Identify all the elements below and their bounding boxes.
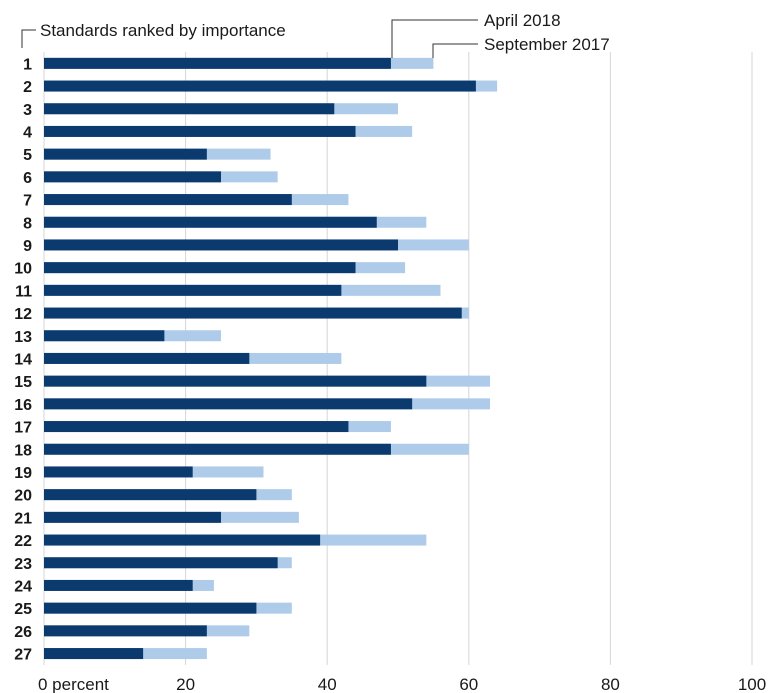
- category-label: 8: [23, 215, 32, 232]
- bar: [44, 534, 321, 546]
- legend-label-september: September 2017: [484, 35, 610, 54]
- category-labels: 1234567891011121314151617181920212223242…: [14, 56, 32, 663]
- title-group: Standards ranked by importance: [21, 21, 286, 48]
- category-label: 4: [23, 124, 32, 141]
- x-tick-label: 20: [176, 675, 195, 693]
- bar: [44, 579, 193, 591]
- x-tick-label: 60: [459, 675, 478, 693]
- category-label: 14: [14, 351, 32, 368]
- bar: [44, 375, 427, 387]
- bar: [44, 443, 391, 455]
- category-label: 11: [15, 283, 32, 300]
- category-label: 26: [14, 624, 32, 641]
- category-label: 10: [14, 261, 32, 278]
- category-label: 25: [14, 601, 32, 618]
- category-label: 13: [14, 329, 32, 346]
- bar: [44, 125, 356, 137]
- category-label: 18: [14, 442, 32, 459]
- bar: [44, 511, 221, 523]
- category-label: 3: [23, 102, 32, 119]
- category-label: 21: [14, 510, 32, 527]
- category-label: 12: [14, 306, 32, 323]
- x-tick-label: 80: [601, 675, 620, 693]
- bar: [44, 489, 257, 501]
- category-label: 16: [14, 397, 32, 414]
- bar: [44, 625, 207, 637]
- chart-title: Standards ranked by importance: [40, 21, 286, 40]
- bar: [44, 171, 221, 183]
- category-label: 17: [14, 420, 32, 437]
- legend: April 2018 September 2017: [391, 11, 610, 58]
- category-label: 23: [14, 556, 32, 573]
- bar: [44, 284, 342, 296]
- bar: [44, 648, 144, 660]
- bar: [44, 466, 193, 478]
- bar: [44, 103, 335, 115]
- bar: [44, 330, 165, 342]
- bar: [44, 239, 398, 251]
- category-label: 5: [23, 147, 32, 164]
- category-label: 6: [23, 170, 32, 187]
- bar: [44, 421, 349, 433]
- category-label: 7: [23, 193, 32, 210]
- x-tick-label: 100: [738, 675, 766, 693]
- category-label: 15: [14, 374, 32, 391]
- category-label: 27: [14, 647, 32, 664]
- category-label: 24: [14, 578, 32, 595]
- category-label: 19: [14, 465, 32, 482]
- x-tick-labels: 0 percent 20 40 60 80 100: [38, 675, 766, 693]
- bar: [44, 398, 413, 410]
- bar: [44, 307, 462, 319]
- bar: [44, 194, 292, 206]
- title-leader-line: [21, 29, 36, 48]
- bar: [44, 557, 278, 569]
- category-label: 20: [14, 488, 32, 505]
- bar: [44, 262, 356, 274]
- legend-leader-april: [391, 19, 478, 58]
- bars: [44, 57, 498, 660]
- category-label: 2: [23, 79, 32, 96]
- x-tick-label: 0 percent: [38, 675, 109, 693]
- legend-label-april: April 2018: [484, 11, 561, 30]
- bar: [44, 57, 391, 69]
- category-label: 9: [23, 238, 32, 255]
- bar: [44, 148, 207, 160]
- bar: [44, 352, 250, 364]
- x-tick-label: 40: [318, 675, 337, 693]
- category-label: 1: [23, 56, 32, 73]
- bar: [44, 602, 257, 614]
- bar: [44, 80, 476, 92]
- legend-leader-september: [432, 43, 478, 58]
- bar: [44, 216, 377, 228]
- category-label: 22: [14, 533, 32, 550]
